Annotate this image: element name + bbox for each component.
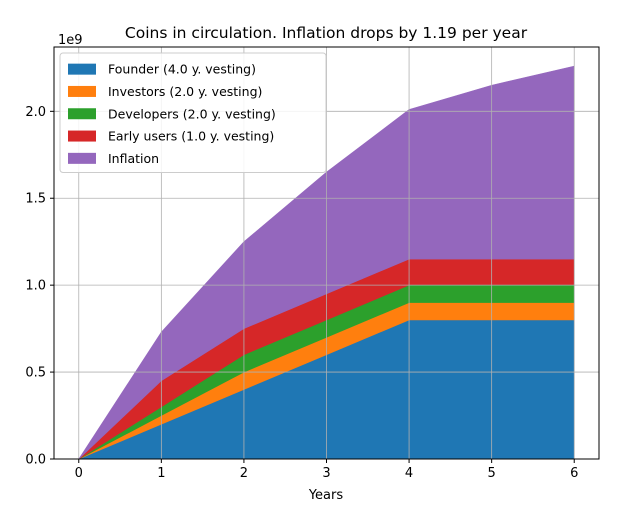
legend-label: Developers (2.0 y. vesting) bbox=[108, 106, 276, 121]
legend-swatch bbox=[68, 152, 96, 164]
y-axis-offset-label: 1e9 bbox=[58, 33, 83, 48]
legend-swatch bbox=[68, 85, 96, 97]
legend-label: Early users (1.0 y. vesting) bbox=[108, 129, 274, 144]
y-tick-label: 1.5 bbox=[25, 192, 46, 207]
x-tick-label: 0 bbox=[75, 466, 83, 481]
y-tick-label: 0.5 bbox=[25, 366, 46, 381]
x-tick-label: 2 bbox=[240, 466, 248, 481]
y-tick-label: 2.0 bbox=[25, 105, 46, 120]
x-tick-label: 6 bbox=[570, 466, 578, 481]
x-tick-label: 5 bbox=[488, 466, 496, 481]
x-tick-label: 4 bbox=[405, 466, 413, 481]
legend: Founder (4.0 y. vesting) Investors (2.0 y… bbox=[59, 52, 327, 173]
y-tick-label: 1.0 bbox=[25, 279, 46, 294]
x-tick-label: 3 bbox=[322, 466, 330, 481]
legend-label: Investors (2.0 y. vesting) bbox=[108, 84, 262, 99]
plot-area: 0 1 2 3 4 5 6 0.0 0.5 1.0 1.5 2.0 Founder (4.0 y. ve… bbox=[25, 46, 600, 481]
legend-box bbox=[59, 52, 327, 173]
x-tick-label: 1 bbox=[157, 466, 165, 481]
legend-swatch bbox=[68, 63, 96, 75]
y-tick-label: 0.0 bbox=[25, 453, 46, 468]
legend-swatch bbox=[68, 108, 96, 120]
legend-label: Founder (4.0 y. vesting) bbox=[108, 62, 256, 77]
legend-label: Inflation bbox=[108, 151, 159, 166]
legend-swatch bbox=[68, 130, 96, 142]
x-axis-label: Years bbox=[308, 488, 344, 503]
chart-title: Coins in circulation. Inflation drops by… bbox=[125, 24, 528, 42]
